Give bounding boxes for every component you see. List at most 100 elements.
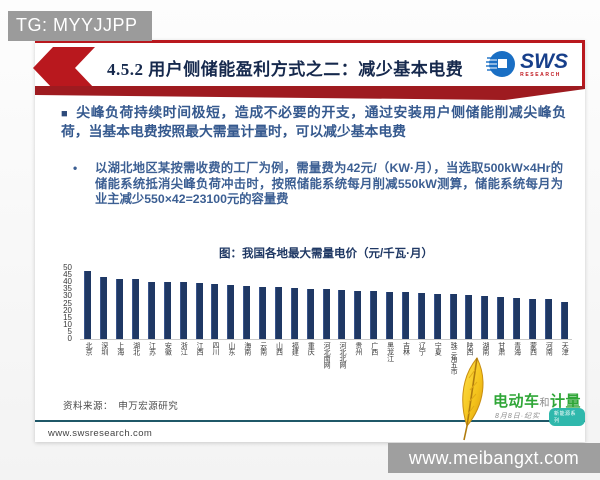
sws-logo: SWS RESEARCH	[486, 49, 568, 79]
chart-bar	[528, 298, 536, 339]
channel-name-left: 电动车	[493, 393, 540, 410]
tg-watermark-badge: TG: MYYJJPP	[8, 11, 152, 41]
chart-bar	[227, 285, 235, 339]
chart-y-tick-label: 35	[63, 284, 72, 294]
chart-bar-slot: 辽宁	[413, 268, 429, 355]
chart-bar	[544, 299, 552, 339]
slide-header: 4.5.2 用户侧储能盈利方式之二：减少基本电费	[33, 40, 585, 89]
chart-x-tick-label: 云南	[259, 342, 267, 355]
chart-bar-slot: 湖南	[477, 268, 493, 355]
chart-bar-slot: 云南	[255, 268, 271, 355]
slide-title: 4.5.2 用户侧储能盈利方式之二：减少基本电费	[107, 60, 464, 79]
bullet-main-text: 尖峰负荷持续时间极短，造成不必要的开支，通过安装用户侧储能削减尖峰负荷，当基本电…	[61, 105, 566, 139]
chart-x-tick-label: 河北南网	[323, 342, 331, 368]
chart-y-tick-label: 25	[63, 298, 72, 308]
chart-x-tick-label: 深圳	[100, 342, 108, 355]
chart-bar-slot: 浙江	[175, 268, 191, 355]
channel-name-mid: 和	[539, 398, 551, 409]
bottom-watermark-bar: www.meibangxt.com	[388, 443, 600, 473]
chart-bar-slot: 河北北网	[334, 268, 350, 368]
chart-y-tick-label: 20	[63, 305, 72, 315]
sws-globe-icon	[486, 51, 516, 77]
chart-y-axis: 50 45 40 35 30 25 20 15 10 5 0	[35, 264, 76, 343]
chart-x-tick-label: 河北北网	[338, 342, 346, 368]
chart-x-tick-label: 湖南	[481, 342, 489, 355]
chart-bar-slot: 深圳	[96, 268, 112, 355]
chart-bar-slot: 珠三角五市	[445, 268, 461, 375]
chart-bar-slot: 海南	[239, 268, 255, 355]
chart-x-tick-label: 吉林	[402, 342, 410, 355]
chart-x-tick-label: 珠三角五市	[450, 342, 458, 375]
chart-y-tick-label: 5	[67, 326, 72, 336]
chart-bar	[370, 291, 378, 339]
chart-bar	[179, 282, 187, 339]
source-note: 资料来源： 申万宏源研究	[63, 401, 179, 412]
chart-bar	[322, 289, 330, 339]
chart-bar	[386, 292, 394, 339]
channel-badge: 新能源系列	[549, 408, 585, 426]
chart-y-tick-label: 0	[67, 334, 72, 343]
chart-x-tick-label: 江西	[196, 342, 204, 355]
chart-bar	[481, 296, 489, 339]
chart-bar	[84, 270, 92, 339]
chart-plot: 北京 深圳 上海 湖北 江苏 安徽 浙江 江西 四川 山东 海南 云南 山西 福建 重庆 河北南网 河北北网 贵州…	[80, 268, 572, 375]
chart-bar	[449, 294, 457, 339]
chart-x-tick-label: 宁夏	[434, 342, 442, 355]
chart-bar-slot: 福建	[286, 268, 302, 355]
chart-x-tick-label: 广西	[370, 342, 378, 355]
chart-bar	[354, 290, 362, 339]
chart-bar-slot: 山西	[271, 268, 287, 355]
chart-bar	[147, 282, 155, 339]
chart-bar-slot: 山东	[223, 268, 239, 355]
chart-x-tick-label: 重庆	[307, 342, 315, 355]
sws-text: SWS	[520, 49, 568, 73]
chart-bar-slot: 四川	[207, 268, 223, 355]
red-chevron-icon	[33, 47, 95, 89]
chart-bar-slot: 江苏	[144, 268, 160, 355]
chart-x-tick-label: 北京	[84, 342, 92, 355]
chart-bar	[401, 292, 409, 339]
chart-x-tick-label: 湖北	[132, 342, 140, 355]
chart-bar	[417, 292, 425, 339]
chart-bar	[163, 282, 171, 339]
sws-research-text: RESEARCH	[520, 71, 562, 78]
chart-bar-slot: 贵州	[350, 268, 366, 355]
chart-bar-slot: 安徽	[159, 268, 175, 355]
chart-bar-slot: 江西	[191, 268, 207, 355]
channel-subtitle: 8月8日·纪实	[495, 413, 541, 420]
chart-bar-slot: 河南	[540, 268, 556, 355]
chart-x-tick-label: 安徽	[164, 342, 172, 355]
chart-x-tick-label: 海南	[243, 342, 251, 355]
sws-wordmark: SWS RESEARCH	[520, 51, 568, 78]
chart-bar-slot: 甘肃	[493, 268, 509, 355]
chart-bar	[211, 283, 219, 339]
chart-x-tick-label: 辽宁	[418, 342, 426, 355]
chart-bar	[497, 297, 505, 339]
chart-bar-slot: 重庆	[302, 268, 318, 355]
chart-x-tick-label: 上海	[116, 342, 124, 355]
chart-bar	[290, 287, 298, 339]
channel-logo: 电动车和计量 8月8日·纪实 新能源系列	[447, 356, 585, 442]
chart-y-tick-label: 50	[63, 263, 72, 272]
bullet-point-sub: • 以湖北地区某按需收费的工厂为例，需量费为42元/（KW·月），当选取500kW…	[73, 161, 563, 208]
chart-bar-slot: 青海	[509, 268, 525, 355]
chart-bar	[338, 290, 346, 339]
chart-bar-slot: 河北南网	[318, 268, 334, 368]
feather-icon	[462, 357, 484, 441]
sws-website-text: www.swsresearch.com	[48, 428, 153, 439]
red-swoosh-divider	[35, 86, 585, 100]
chart-x-tick-label: 山东	[227, 342, 235, 355]
chart-y-tick-label: 30	[63, 291, 72, 301]
chart-bar-slot: 上海	[112, 268, 128, 355]
chart-bar	[433, 293, 441, 339]
chart-bar	[513, 297, 521, 339]
chart-bar-slot: 陕西	[461, 268, 477, 355]
chart-y-tick-label: 40	[63, 277, 72, 287]
chart-x-tick-label: 甘肃	[497, 342, 505, 355]
chart-bar	[132, 279, 140, 339]
chart-y-tick-label: 45	[63, 270, 72, 280]
channel-name: 电动车和计量	[493, 390, 581, 411]
chart-bar-slot: 宁夏	[429, 268, 445, 355]
chart-bar-slot: 天津	[556, 268, 572, 355]
